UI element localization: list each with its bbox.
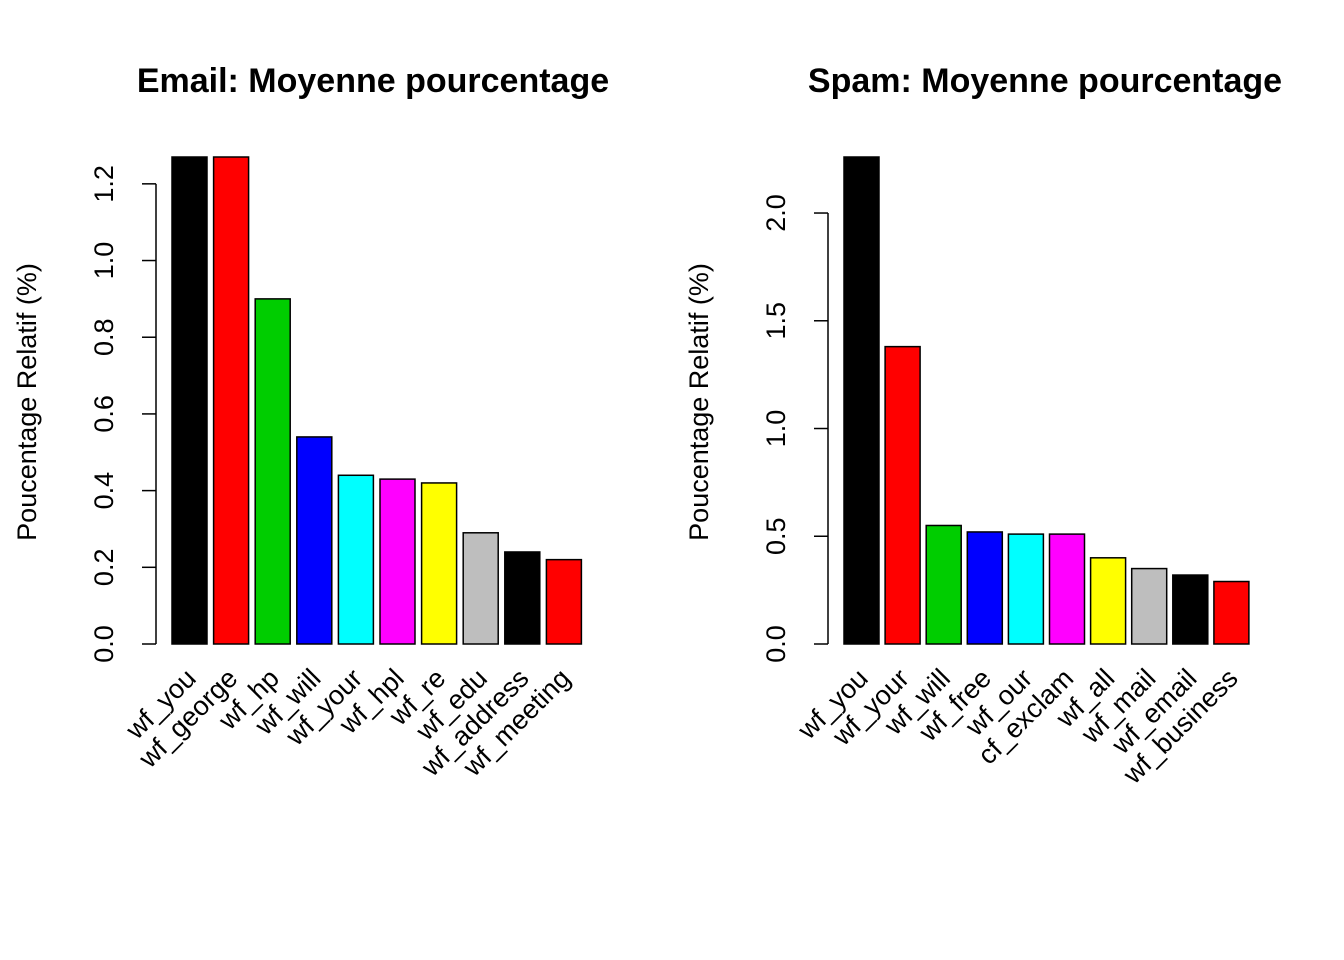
- bar-wf_re: [420, 482, 458, 645]
- y-tick-label: 2.0: [761, 194, 791, 232]
- bar-wf_email: [1172, 574, 1209, 645]
- y-tick-label: 0.2: [89, 549, 119, 587]
- spam-chart: Spam: Moyenne pourcentage Poucentage Rel…: [684, 62, 1282, 790]
- y-tick-label: 1.5: [761, 302, 791, 340]
- y-tick-label: 1.2: [89, 165, 119, 203]
- email-chart: Email: Moyenne pourcentage Poucentage Re…: [12, 62, 609, 783]
- bar-cf_exclam: [1048, 533, 1086, 645]
- y-axis-label: Poucentage Relatif (%): [12, 263, 42, 541]
- bar-wf_all: [1089, 557, 1127, 645]
- bar-wf_hpl: [379, 478, 416, 645]
- bar-wf_business: [1213, 580, 1250, 645]
- y-tick-label: 0.5: [761, 517, 791, 555]
- y-tick-label: 1.0: [761, 410, 791, 448]
- chart-title: Email: Moyenne pourcentage: [137, 62, 609, 100]
- bar-wf_your: [884, 345, 921, 645]
- y-tick-label: 0.6: [89, 395, 119, 433]
- bar-wf_our: [1007, 533, 1045, 645]
- y-tick-label: 0.8: [89, 318, 119, 356]
- bar-wf_george: [212, 156, 250, 645]
- bar-wf_meeting: [545, 558, 583, 645]
- bar-wf_you: [843, 156, 880, 645]
- bar-wf_hp: [254, 298, 291, 645]
- bar-wf_will: [925, 524, 962, 645]
- y-tick-label: 0.0: [761, 625, 791, 663]
- chart-title: Spam: Moyenne pourcentage: [808, 62, 1282, 100]
- bar-wf_address: [504, 551, 541, 645]
- y-axis-label: Poucentage Relatif (%): [684, 263, 714, 541]
- bar-wf_you: [171, 156, 208, 645]
- bar-wf_mail: [1130, 567, 1168, 645]
- y-tick-label: 0.0: [89, 625, 119, 663]
- bar-wf_your: [337, 474, 375, 645]
- bar-wf_free: [966, 531, 1004, 645]
- bar-wf_will: [296, 436, 333, 645]
- bar-wf_edu: [462, 532, 499, 645]
- y-tick-label: 1.0: [89, 242, 119, 280]
- y-tick-label: 0.4: [89, 472, 119, 510]
